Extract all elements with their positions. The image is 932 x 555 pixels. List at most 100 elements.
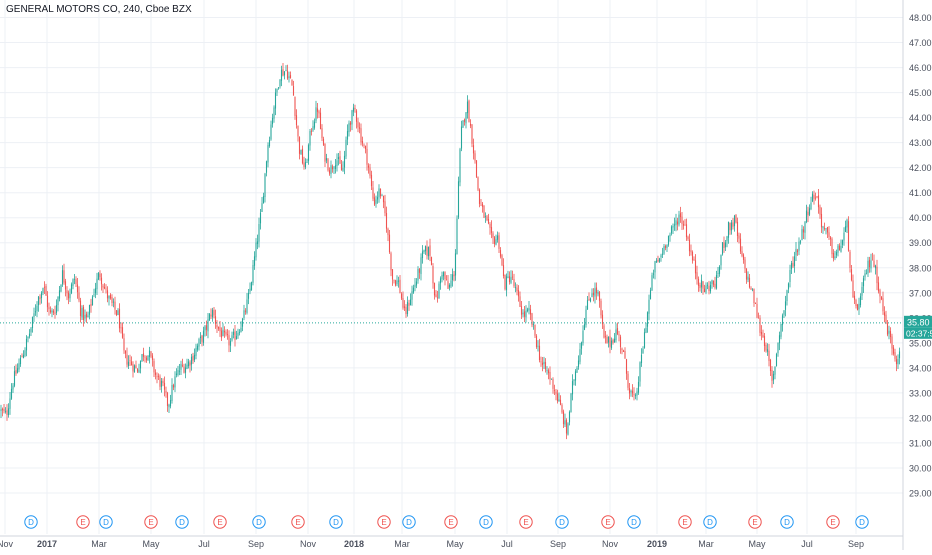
earnings-label: E xyxy=(80,518,85,527)
y-tick-label: 45.00 xyxy=(909,88,932,98)
earnings-marker[interactable]: E xyxy=(377,515,391,529)
candle-body xyxy=(522,312,524,315)
candle-body xyxy=(268,140,271,146)
candle-body xyxy=(471,124,473,144)
candle-body xyxy=(771,369,773,381)
earnings-marker[interactable]: E xyxy=(519,515,533,529)
candle-body xyxy=(739,238,742,252)
earnings-marker[interactable]: E xyxy=(826,515,840,529)
candle-body xyxy=(52,310,55,313)
dividend-marker[interactable]: D xyxy=(24,515,38,529)
earnings-circle[interactable] xyxy=(519,515,533,529)
candle-body xyxy=(250,282,253,290)
dividend-marker[interactable]: D xyxy=(703,515,717,529)
candle-body xyxy=(594,288,596,297)
earnings-circle[interactable] xyxy=(748,515,762,529)
candle-body xyxy=(666,244,668,248)
earnings-circle[interactable] xyxy=(601,515,615,529)
candle-body xyxy=(882,298,884,312)
dividend-circle[interactable] xyxy=(24,515,38,529)
candle-body xyxy=(39,297,41,300)
candle-body xyxy=(733,215,736,227)
dividend-marker[interactable]: D xyxy=(555,515,569,529)
candle-body xyxy=(742,254,745,260)
candle-body xyxy=(231,335,233,341)
dividend-circle[interactable] xyxy=(703,515,717,529)
candle-body xyxy=(343,155,346,168)
dividend-marker[interactable]: D xyxy=(329,515,343,529)
candle-body xyxy=(117,310,119,316)
dividend-marker[interactable]: D xyxy=(855,515,869,529)
dividend-marker[interactable]: D xyxy=(99,515,113,529)
candle-body xyxy=(678,214,680,225)
candle-body xyxy=(445,279,448,281)
candle-body xyxy=(399,279,401,293)
candle-body xyxy=(256,241,259,245)
candle-body xyxy=(487,218,490,224)
earnings-marker[interactable]: E xyxy=(291,515,305,529)
x-tick-label: Jul xyxy=(501,539,513,549)
dividend-marker[interactable]: D xyxy=(402,515,416,529)
candle-body xyxy=(130,361,133,366)
dividend-circle[interactable] xyxy=(252,515,266,529)
candle-body xyxy=(679,213,682,218)
dividend-marker[interactable]: D xyxy=(479,515,493,529)
candle-body xyxy=(499,250,502,257)
candle-body xyxy=(316,108,319,112)
candle-body xyxy=(589,298,592,302)
candle-body xyxy=(241,318,244,327)
earnings-circle[interactable] xyxy=(144,515,158,529)
dividend-marker[interactable]: D xyxy=(780,515,794,529)
dividend-circle[interactable] xyxy=(555,515,569,529)
dividend-circle[interactable] xyxy=(99,515,113,529)
candle-body xyxy=(546,370,548,371)
earnings-marker[interactable]: E xyxy=(748,515,762,529)
earnings-circle[interactable] xyxy=(213,515,227,529)
candle-body xyxy=(331,166,334,170)
candle-body xyxy=(798,241,800,251)
candle-body xyxy=(133,365,136,373)
candle-body xyxy=(100,277,103,285)
dividend-circle[interactable] xyxy=(402,515,416,529)
earnings-circle[interactable] xyxy=(826,515,840,529)
earnings-marker[interactable]: E xyxy=(601,515,615,529)
dividend-marker[interactable]: D xyxy=(627,515,641,529)
dividend-marker[interactable]: D xyxy=(175,515,189,529)
dividend-circle[interactable] xyxy=(780,515,794,529)
dividend-circle[interactable] xyxy=(329,515,343,529)
earnings-circle[interactable] xyxy=(76,515,90,529)
candle-body xyxy=(111,297,113,303)
candle-body xyxy=(274,92,277,109)
candle-body xyxy=(523,311,526,317)
dividend-circle[interactable] xyxy=(175,515,189,529)
earnings-marker[interactable]: E xyxy=(76,515,90,529)
countdown-label: 02:37:5 xyxy=(906,328,932,338)
dividend-marker[interactable]: D xyxy=(252,515,266,529)
candle-body xyxy=(195,348,197,356)
earnings-circle[interactable] xyxy=(444,515,458,529)
earnings-marker[interactable]: E xyxy=(678,515,692,529)
candle-body xyxy=(129,360,131,362)
candle-body xyxy=(847,221,850,251)
earnings-circle[interactable] xyxy=(291,515,305,529)
earnings-circle[interactable] xyxy=(377,515,391,529)
candle-body xyxy=(571,381,574,395)
candle-body xyxy=(655,260,658,263)
earnings-marker[interactable]: E xyxy=(213,515,227,529)
y-tick-label: 32.00 xyxy=(909,413,932,423)
dividend-circle[interactable] xyxy=(627,515,641,529)
earnings-circle[interactable] xyxy=(678,515,692,529)
dividend-circle[interactable] xyxy=(479,515,493,529)
candle-body xyxy=(154,372,157,375)
candle-body xyxy=(24,350,26,356)
candle-body xyxy=(417,268,419,281)
earnings-marker[interactable]: E xyxy=(144,515,158,529)
dividend-label: D xyxy=(333,518,339,527)
earnings-marker[interactable]: E xyxy=(444,515,458,529)
candle-body xyxy=(477,177,479,190)
earnings-label: E xyxy=(217,518,222,527)
dividend-circle[interactable] xyxy=(855,515,869,529)
candle-body xyxy=(583,324,586,330)
